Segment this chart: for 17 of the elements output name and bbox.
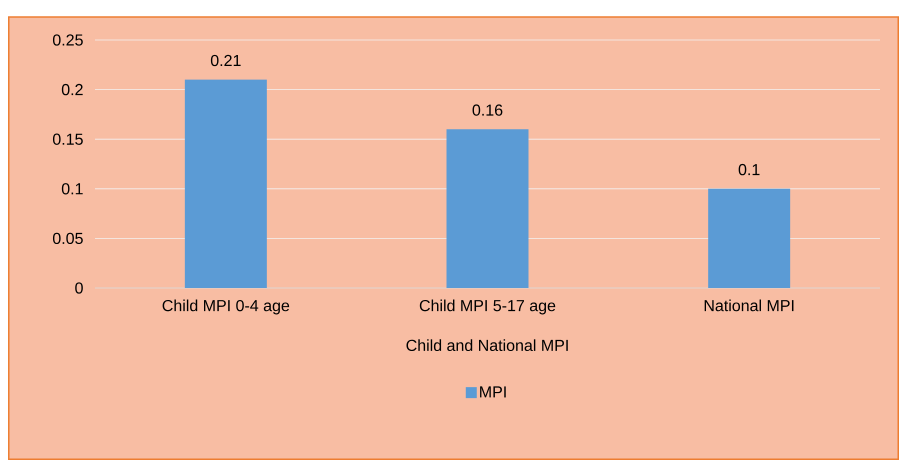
- legend-label: MPI: [480, 386, 506, 398]
- y-tick-label: 0.25: [52, 34, 83, 46]
- bar: [708, 188, 790, 288]
- y-tick-label: 0.2: [62, 84, 83, 96]
- data-label: 0.16: [472, 104, 502, 116]
- x-tick-label: Child MPI 5-17 age: [420, 300, 556, 314]
- y-tick-label: 0.1: [62, 183, 83, 194]
- x-tick-label: National MPI: [704, 300, 794, 312]
- bar: [446, 129, 529, 288]
- y-tick-label: 0: [75, 282, 83, 294]
- data-label: 0.21: [210, 54, 241, 66]
- y-tick-label: 0.05: [52, 232, 83, 244]
- x-axis-title: Child and National MPI: [406, 339, 568, 352]
- bar: [184, 80, 267, 288]
- y-tick-label: 0.15: [52, 134, 83, 145]
- x-tick-label: Child MPI 0-4 age: [162, 300, 290, 314]
- data-label: 0.1: [738, 164, 760, 176]
